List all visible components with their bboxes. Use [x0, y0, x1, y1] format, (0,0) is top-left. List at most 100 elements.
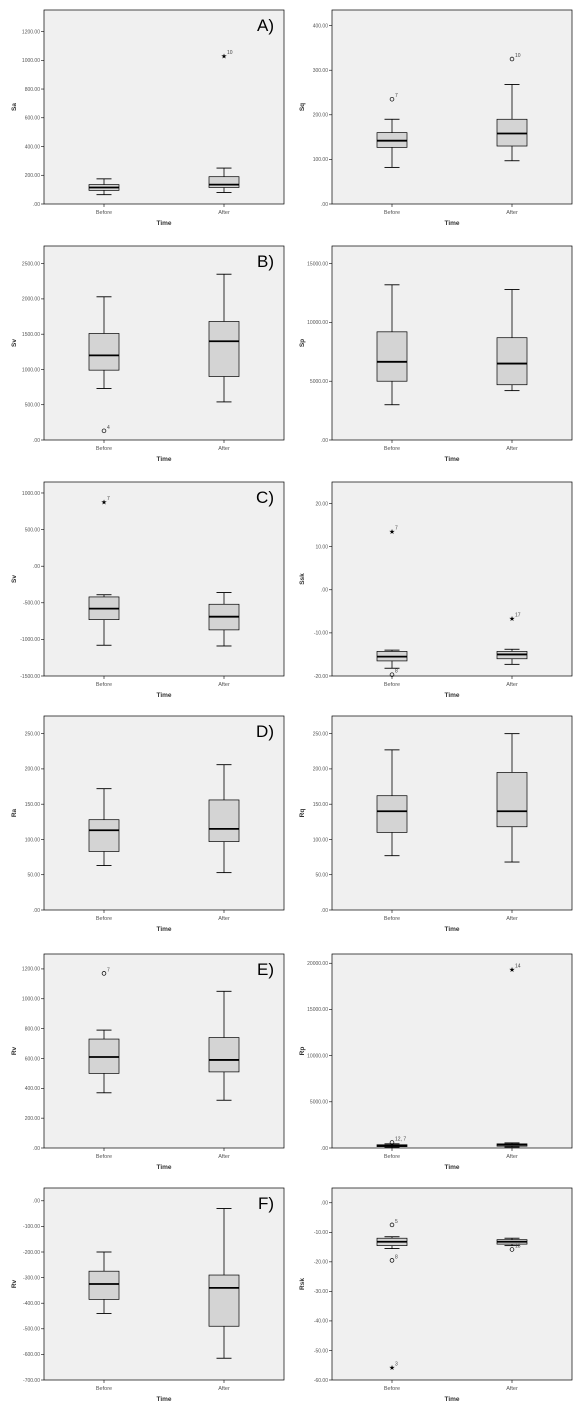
y-tick-label: -60.00: [314, 1378, 328, 1384]
x-axis-label: Time: [156, 220, 171, 227]
outlier-label: 7: [395, 93, 398, 99]
y-tick-label: 2000.00: [22, 297, 40, 303]
x-tick-label: After: [506, 210, 518, 216]
panel-label: D): [256, 722, 274, 741]
panel-label: A): [257, 16, 274, 35]
x-axis-label: Time: [156, 456, 171, 463]
boxplot-b-sv: .00 500.00 1000.00 1500.00 2000.00 2500.00 Sv T…: [11, 245, 285, 463]
y-tick-label: 600.00: [25, 1056, 41, 1062]
boxplot-a-sa: .00 200.00 400.00 600.00 800.00 1000.00 1200.0…: [11, 9, 285, 227]
y-tick-label: .00: [321, 1146, 328, 1152]
y-tick-label: 5000.00: [310, 379, 328, 385]
x-axis-label: Time: [156, 1396, 171, 1403]
x-axis-label: Time: [444, 1396, 459, 1403]
y-tick-label: 400.00: [25, 144, 41, 150]
y-tick-label: -1000.00: [20, 637, 40, 643]
x-tick-label: Before: [96, 916, 112, 922]
y-tick-label: 100.00: [25, 837, 41, 843]
x-tick-label: Before: [384, 682, 400, 688]
panel-label: B): [257, 252, 274, 271]
panel-label: E): [257, 960, 274, 979]
y-axis-label: Rv: [11, 1279, 18, 1288]
y-tick-label: 150.00: [25, 802, 41, 808]
y-axis-label: Ssk: [299, 573, 306, 585]
plot-area: [43, 1187, 285, 1381]
outlier-label: 7: [107, 496, 110, 502]
boxplot-rsk: -60.00 -50.00 -40.00 -30.00 -20.00 -10.00 .00 R…: [299, 1187, 573, 1403]
y-tick-label: -700.00: [23, 1378, 40, 1384]
boxplot-d-ra: .00 50.00 100.00 150.00 200.00 250.00 Ra Time D)…: [11, 715, 285, 933]
x-tick-label: After: [506, 1386, 518, 1392]
outlier-circle: [389, 1222, 395, 1228]
outlier-star: ★: [389, 1364, 395, 1372]
y-tick-label: 100.00: [313, 157, 329, 163]
y-tick-label: 500.00: [25, 403, 41, 409]
outlier-circle: [101, 971, 107, 976]
outlier-label: 4: [107, 425, 110, 431]
y-axis-label: Sa: [11, 103, 18, 111]
y-tick-label: .00: [321, 202, 328, 208]
outlier-circle: [389, 672, 395, 677]
box-iqr: [88, 333, 120, 371]
y-tick-label: 200.00: [25, 1116, 41, 1122]
plot-area: [331, 953, 573, 1149]
x-tick-label: Before: [384, 1154, 400, 1160]
y-tick-label: 200.00: [25, 767, 41, 773]
y-tick-label: .00: [33, 564, 40, 570]
outlier-label: 5: [395, 1219, 398, 1225]
y-tick-label: 800.00: [25, 87, 41, 93]
outlier-star: ★: [389, 528, 395, 536]
plot-area: [331, 715, 573, 911]
box-iqr: [496, 337, 528, 386]
x-tick-label: Before: [96, 210, 112, 216]
box-iqr: [208, 1037, 240, 1073]
y-tick-label: -100.00: [23, 1224, 40, 1230]
box-iqr: [208, 1274, 240, 1327]
plot-area: [331, 245, 573, 441]
y-tick-label: -600.00: [23, 1352, 40, 1358]
outlier-circle: [509, 56, 515, 62]
boxplot-e-rv: .00 200.00 400.00 600.00 800.00 1000.00 1200.0…: [11, 953, 285, 1171]
boxplot-ssk: -20.00 -10.00 .00 10.00 20.00 Ssk Time Before 8 ★…: [299, 481, 573, 699]
y-tick-label: -1500.00: [20, 674, 40, 680]
y-tick-label: 20000.00: [307, 961, 328, 967]
boxplot-sq: .00 100.00 200.00 300.00 400.00 Sq Time Before 7…: [299, 9, 573, 227]
outlier-star: ★: [101, 498, 107, 506]
y-tick-label: 1200.00: [22, 967, 40, 973]
plot-area: [43, 953, 285, 1149]
box-iqr: [376, 795, 408, 833]
y-tick-label: 1000.00: [22, 997, 40, 1003]
x-axis-label: Time: [156, 692, 171, 699]
x-tick-label: Before: [96, 446, 112, 452]
y-tick-label: .00: [321, 438, 328, 444]
y-tick-label: 2500.00: [22, 261, 40, 267]
outlier-label: 7: [107, 967, 110, 973]
y-tick-label: 5000.00: [310, 1100, 328, 1106]
y-tick-label: 1000.00: [22, 367, 40, 373]
outlier-star: ★: [221, 52, 227, 60]
y-tick-label: -20.00: [314, 674, 328, 680]
y-tick-label: -30.00: [314, 1289, 328, 1295]
y-tick-label: 100.00: [313, 837, 329, 843]
box-iqr: [208, 321, 240, 377]
y-axis-label: Ra: [11, 808, 18, 817]
x-axis-label: Time: [444, 456, 459, 463]
outlier-label: 8: [395, 669, 398, 675]
y-tick-label: -10.00: [314, 1230, 328, 1236]
x-axis-label: Time: [444, 220, 459, 227]
y-tick-label: .00: [33, 438, 40, 444]
y-tick-label: 500.00: [25, 527, 41, 533]
outlier-circle: [389, 1258, 395, 1263]
x-tick-label: Before: [96, 682, 112, 688]
outlier-label: 17: [515, 613, 521, 619]
y-tick-label: -500.00: [23, 1327, 40, 1333]
outlier-label: 8: [395, 1254, 398, 1260]
panel-label: C): [256, 488, 274, 507]
y-tick-label: 10000.00: [307, 320, 328, 326]
x-axis-label: Time: [444, 1164, 459, 1171]
x-tick-label: After: [506, 1154, 518, 1160]
y-tick-label: 20.00: [315, 501, 328, 507]
x-tick-label: After: [506, 446, 518, 452]
outlier-label: 18: [515, 1243, 521, 1249]
x-tick-label: After: [506, 916, 518, 922]
